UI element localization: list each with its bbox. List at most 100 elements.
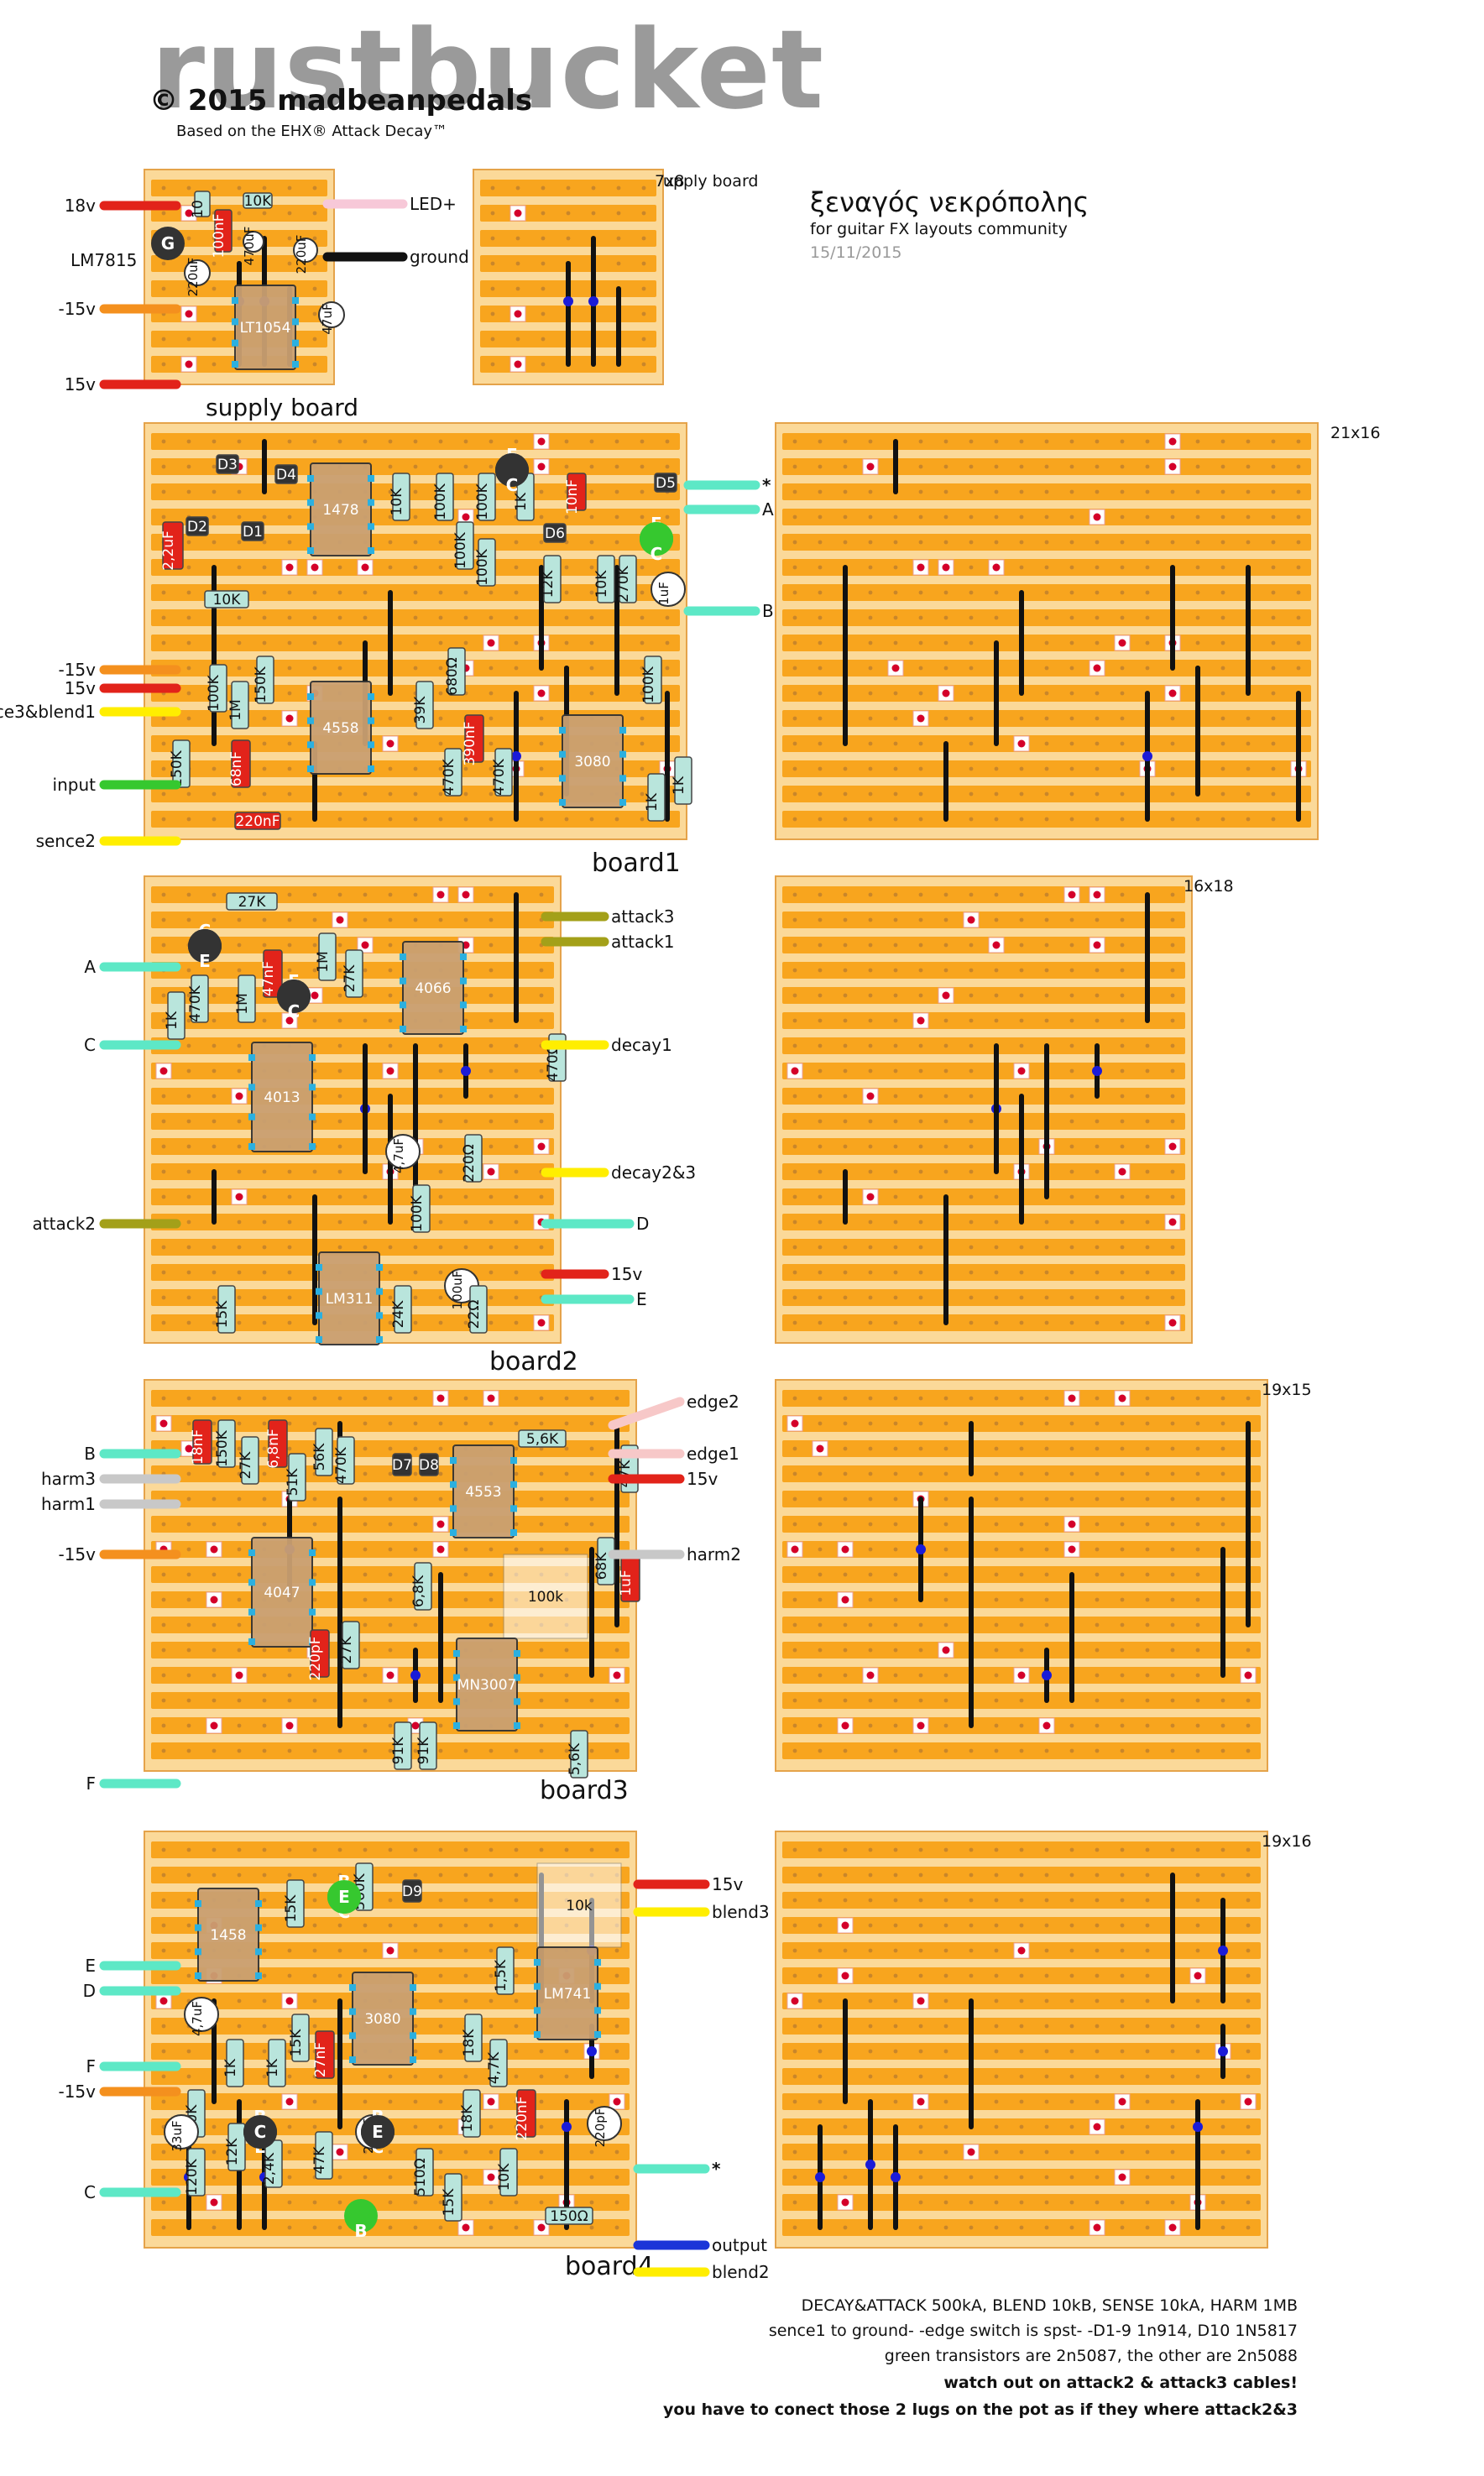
hole — [1246, 1723, 1251, 1728]
hole — [641, 311, 646, 316]
ic-pin — [316, 1336, 322, 1343]
hole — [363, 1948, 368, 1953]
strip-cut-dot — [1042, 1721, 1051, 1730]
hole — [1120, 1295, 1125, 1300]
hole — [1095, 1948, 1100, 1953]
hole — [1145, 1446, 1150, 1451]
resistor-label: 15K — [288, 2029, 305, 2057]
hole — [589, 1698, 594, 1703]
hole — [1019, 817, 1024, 822]
hole — [792, 1295, 797, 1300]
hole — [994, 590, 999, 595]
hole — [1120, 489, 1125, 494]
wire-label: 15v — [712, 1874, 743, 1894]
wire-label: 15v — [65, 374, 96, 394]
hole — [1069, 1998, 1074, 2003]
hole — [1271, 640, 1276, 645]
hole — [312, 1622, 317, 1627]
hole — [337, 565, 342, 570]
hole — [1170, 1572, 1175, 1577]
ic-pin — [559, 727, 566, 734]
resistor — [518, 1429, 567, 1448]
hole — [943, 1497, 948, 1502]
hole — [1019, 565, 1024, 570]
hole — [337, 1245, 342, 1250]
transistor-pin-label: C — [506, 475, 519, 495]
hole — [337, 791, 342, 797]
hole — [337, 1220, 342, 1225]
film-capacitor — [315, 2030, 335, 2079]
hole — [943, 1169, 948, 1174]
hole — [1195, 1648, 1200, 1653]
hole — [312, 1068, 317, 1073]
hole — [1195, 1572, 1200, 1577]
copyright: © 2015 madbeanpedals — [149, 84, 533, 118]
hole — [994, 1421, 999, 1426]
hole — [463, 817, 468, 822]
strip-cut-dot — [1118, 1394, 1126, 1403]
hole — [994, 1547, 999, 1552]
copper-strip — [151, 1138, 554, 1155]
hole — [614, 464, 619, 469]
hole — [1170, 515, 1175, 520]
hole — [1246, 2074, 1251, 2079]
hole — [1019, 1923, 1024, 1928]
hole — [438, 1043, 443, 1048]
hole — [1095, 1998, 1100, 2003]
hole — [514, 2024, 519, 2029]
hole — [1145, 1144, 1150, 1149]
hole — [969, 892, 974, 897]
hole — [614, 817, 619, 822]
hole — [1069, 1169, 1074, 1174]
strip-cut-dot — [613, 2097, 621, 2106]
hole — [665, 439, 670, 444]
hole — [943, 1873, 948, 1878]
hole — [1019, 1446, 1024, 1451]
hole — [818, 666, 823, 671]
hole — [413, 892, 418, 897]
strip-cut-dot — [159, 1067, 168, 1075]
hole — [463, 1220, 468, 1225]
hole — [589, 2175, 594, 2180]
hole — [1044, 1396, 1049, 1401]
strip-cut-dot — [185, 310, 193, 318]
hole — [1095, 741, 1100, 746]
hole — [1095, 464, 1100, 469]
hole — [589, 515, 594, 520]
hole — [186, 1295, 191, 1300]
hole — [1120, 1497, 1125, 1502]
ic-pin — [460, 1001, 467, 1009]
hole — [212, 311, 217, 316]
hole — [994, 439, 999, 444]
hole — [514, 1873, 519, 1878]
hole — [337, 2225, 342, 2230]
copper-strip — [151, 1037, 554, 1054]
hole — [1044, 1572, 1049, 1577]
hole — [1044, 640, 1049, 645]
hole — [564, 1723, 569, 1728]
resistor — [456, 521, 474, 570]
hole — [1195, 515, 1200, 520]
hole — [388, 2225, 393, 2230]
hole — [1195, 540, 1200, 545]
hole — [994, 515, 999, 520]
hole — [943, 917, 948, 922]
strip-cut-dot — [210, 2198, 218, 2207]
hole — [1170, 1748, 1175, 1753]
hole — [212, 2225, 217, 2230]
hole — [438, 1998, 443, 2003]
link-dot — [511, 751, 521, 761]
ic-label: 4013 — [264, 1089, 300, 1106]
strip-cut-dot — [235, 1092, 243, 1100]
hole — [489, 993, 494, 998]
hole — [640, 590, 645, 595]
hole — [212, 1144, 217, 1149]
hole — [969, 943, 974, 948]
hole — [564, 464, 569, 469]
resistor-label: 10K — [244, 193, 273, 210]
hole — [539, 2150, 544, 2155]
hole — [539, 1446, 544, 1451]
hole — [539, 1421, 544, 1426]
ic-pin — [559, 750, 566, 758]
